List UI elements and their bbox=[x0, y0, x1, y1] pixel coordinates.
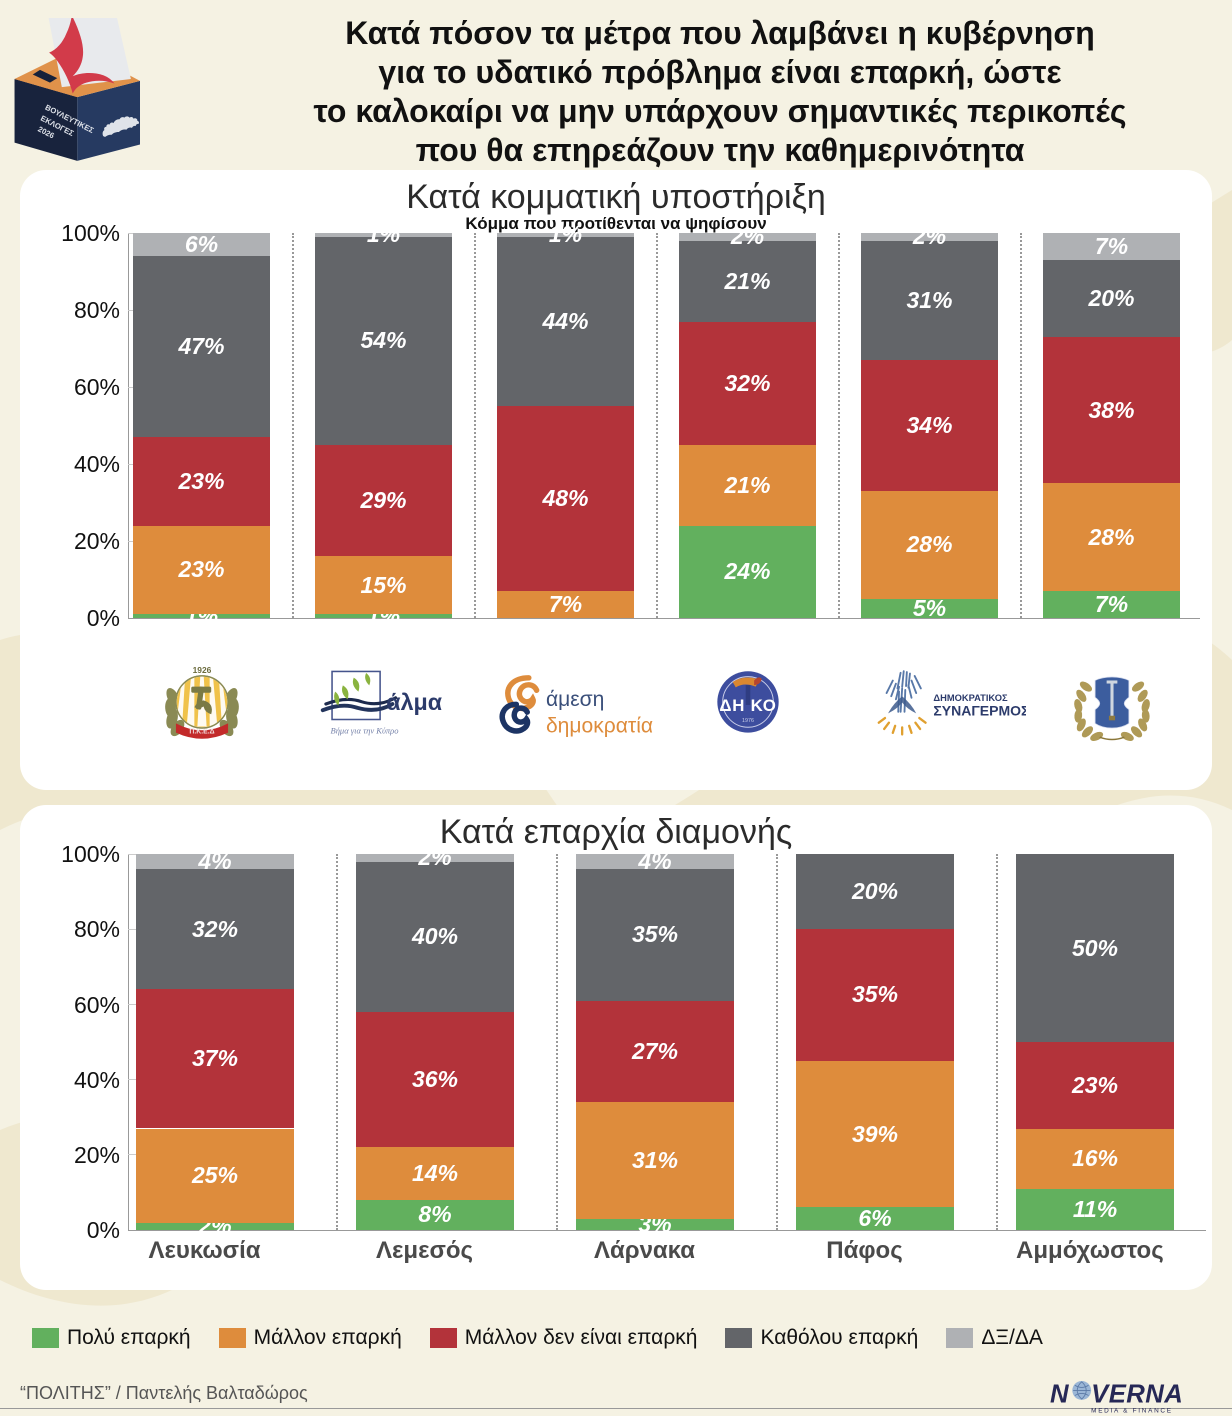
svg-text:VERNA: VERNA bbox=[1091, 1380, 1183, 1408]
svg-text:ΔΗΜΟΚΡΑΤΙΚΟΣ: ΔΗΜΟΚΡΑΤΙΚΟΣ bbox=[933, 693, 1008, 703]
svg-text:Βήμα για την Κύπρο: Βήμα για την Κύπρο bbox=[331, 725, 399, 735]
svg-text:δημοκρατία: δημοκρατία bbox=[546, 714, 653, 737]
svg-text:1926: 1926 bbox=[192, 665, 211, 675]
svg-text:άμεση: άμεση bbox=[546, 688, 604, 711]
svg-text:ΣΥΝΑΓΕΡΜΟΣ: ΣΥΝΑΓΕΡΜΟΣ bbox=[933, 703, 1026, 719]
svg-text:1976: 1976 bbox=[742, 718, 754, 724]
svg-text:MEDIA & FINANCE: MEDIA & FINANCE bbox=[1091, 1408, 1173, 1415]
svg-text:Π.Κ.Ε.Δ: Π.Κ.Ε.Δ bbox=[189, 728, 214, 735]
svg-text:ΔΗ ΚΟ: ΔΗ ΚΟ bbox=[719, 696, 776, 715]
svg-text:N: N bbox=[1050, 1380, 1069, 1408]
svg-text:άλμα: άλμα bbox=[386, 689, 442, 715]
